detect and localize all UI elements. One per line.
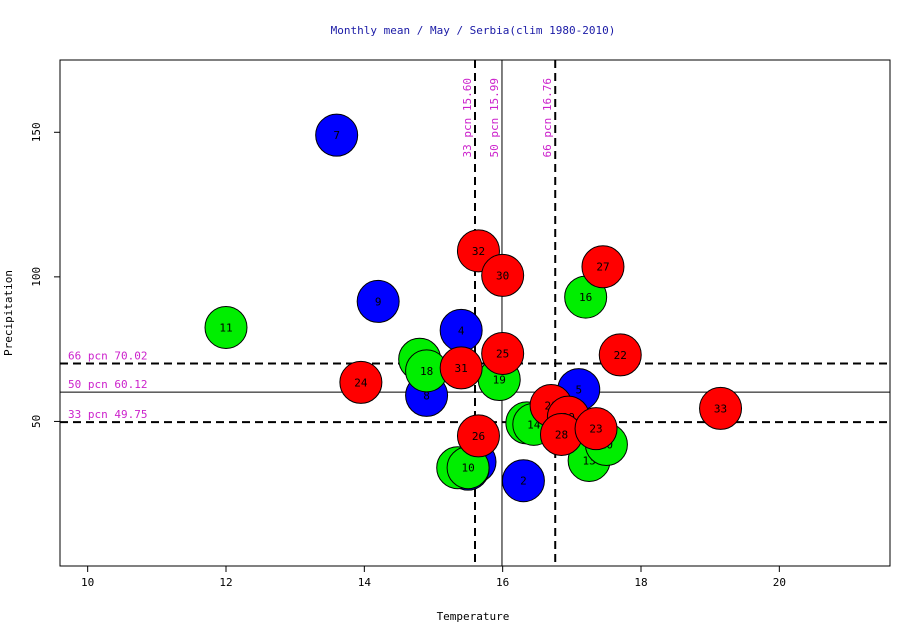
x-tick-label: 16 — [496, 576, 509, 589]
data-point: 28 — [539, 412, 583, 456]
data-point-marker — [315, 113, 359, 157]
points-layer: 7948635211151819121017141613203230272225… — [204, 113, 743, 503]
data-point: 25 — [481, 331, 525, 375]
reference-labels: 33 pcn 15.60 50 pcn 15.99 66 pcn 16.76 66 p… — [68, 78, 554, 421]
data-point: 22 — [598, 333, 642, 377]
data-point: 11 — [204, 305, 248, 349]
x-tick-label: 12 — [219, 576, 232, 589]
data-point-marker — [356, 279, 400, 323]
x-tick-label: 14 — [358, 576, 372, 589]
horizontal-reference-label: 66 pcn 70.02 — [68, 350, 147, 363]
data-point-label: 32 — [472, 245, 485, 258]
data-point: 2 — [501, 459, 545, 503]
data-point-label: 18 — [420, 365, 433, 378]
data-point-label: 31 — [455, 362, 468, 375]
data-point: 33 — [699, 386, 743, 430]
data-point-marker — [439, 346, 483, 390]
data-point-label: 7 — [333, 129, 340, 142]
data-point-marker — [481, 253, 525, 297]
data-point: 23 — [574, 407, 618, 451]
data-point-label: 26 — [472, 430, 485, 443]
data-point-label: 22 — [614, 349, 627, 362]
vertical-reference-label: 33 pcn 15.60 — [461, 78, 474, 157]
data-point: 26 — [456, 414, 500, 458]
y-tick-label: 50 — [30, 415, 43, 428]
data-point-label: 25 — [496, 347, 509, 360]
data-point-marker — [699, 386, 743, 430]
horizontal-reference-label: 50 pcn 60.12 — [68, 378, 147, 391]
x-axis-label: Temperature — [437, 610, 510, 623]
data-point-label: 23 — [589, 423, 602, 436]
data-point: 24 — [339, 360, 383, 404]
data-point-marker — [581, 245, 625, 289]
x-tick-label: 18 — [634, 576, 647, 589]
data-point-label: 28 — [555, 428, 568, 441]
data-point-label: 2 — [520, 475, 527, 488]
x-tick-label: 20 — [773, 576, 786, 589]
data-point-label: 16 — [579, 291, 592, 304]
data-point-marker — [456, 414, 500, 458]
x-tick-label: 10 — [81, 576, 94, 589]
data-point-marker — [204, 305, 248, 349]
y-tick-label: 150 — [30, 122, 43, 142]
y-axis: 50 100 150 — [30, 122, 60, 428]
data-point-label: 10 — [461, 462, 474, 475]
data-point-marker — [598, 333, 642, 377]
horizontal-reference-label: 33 pcn 49.75 — [68, 408, 147, 421]
data-point-label: 27 — [596, 261, 609, 274]
vertical-reference-label: 66 pcn 16.76 — [541, 78, 554, 157]
data-point-label: 4 — [458, 324, 465, 337]
data-point: 7 — [315, 113, 359, 157]
vertical-reference-label: 50 pcn 15.99 — [488, 78, 501, 157]
data-point-label: 9 — [375, 295, 382, 308]
data-point-marker — [501, 459, 545, 503]
data-point: 27 — [581, 245, 625, 289]
data-point-label: 33 — [714, 402, 727, 415]
data-point-label: 24 — [354, 376, 368, 389]
chart-title: Monthly mean / May / Serbia(clim 1980-20… — [331, 24, 616, 37]
data-point-label: 8 — [423, 389, 430, 402]
data-point-marker — [481, 331, 525, 375]
data-point: 30 — [481, 253, 525, 297]
data-point: 9 — [356, 279, 400, 323]
data-point: 18 — [405, 349, 449, 393]
data-point-label: 19 — [493, 374, 506, 387]
data-point-label: 30 — [496, 269, 509, 282]
reference-lines — [60, 60, 890, 566]
plot-area — [59, 59, 891, 567]
data-point-marker — [574, 407, 618, 451]
data-point-label: 5 — [575, 384, 582, 397]
data-point-label: 11 — [219, 321, 232, 334]
data-point: 31 — [439, 346, 483, 390]
y-axis-label: Precipitation — [2, 270, 15, 356]
y-tick-label: 100 — [30, 267, 43, 287]
data-point: 4 — [439, 308, 483, 352]
x-axis: 10 12 14 16 18 20 — [81, 566, 786, 589]
data-point-marker — [339, 360, 383, 404]
